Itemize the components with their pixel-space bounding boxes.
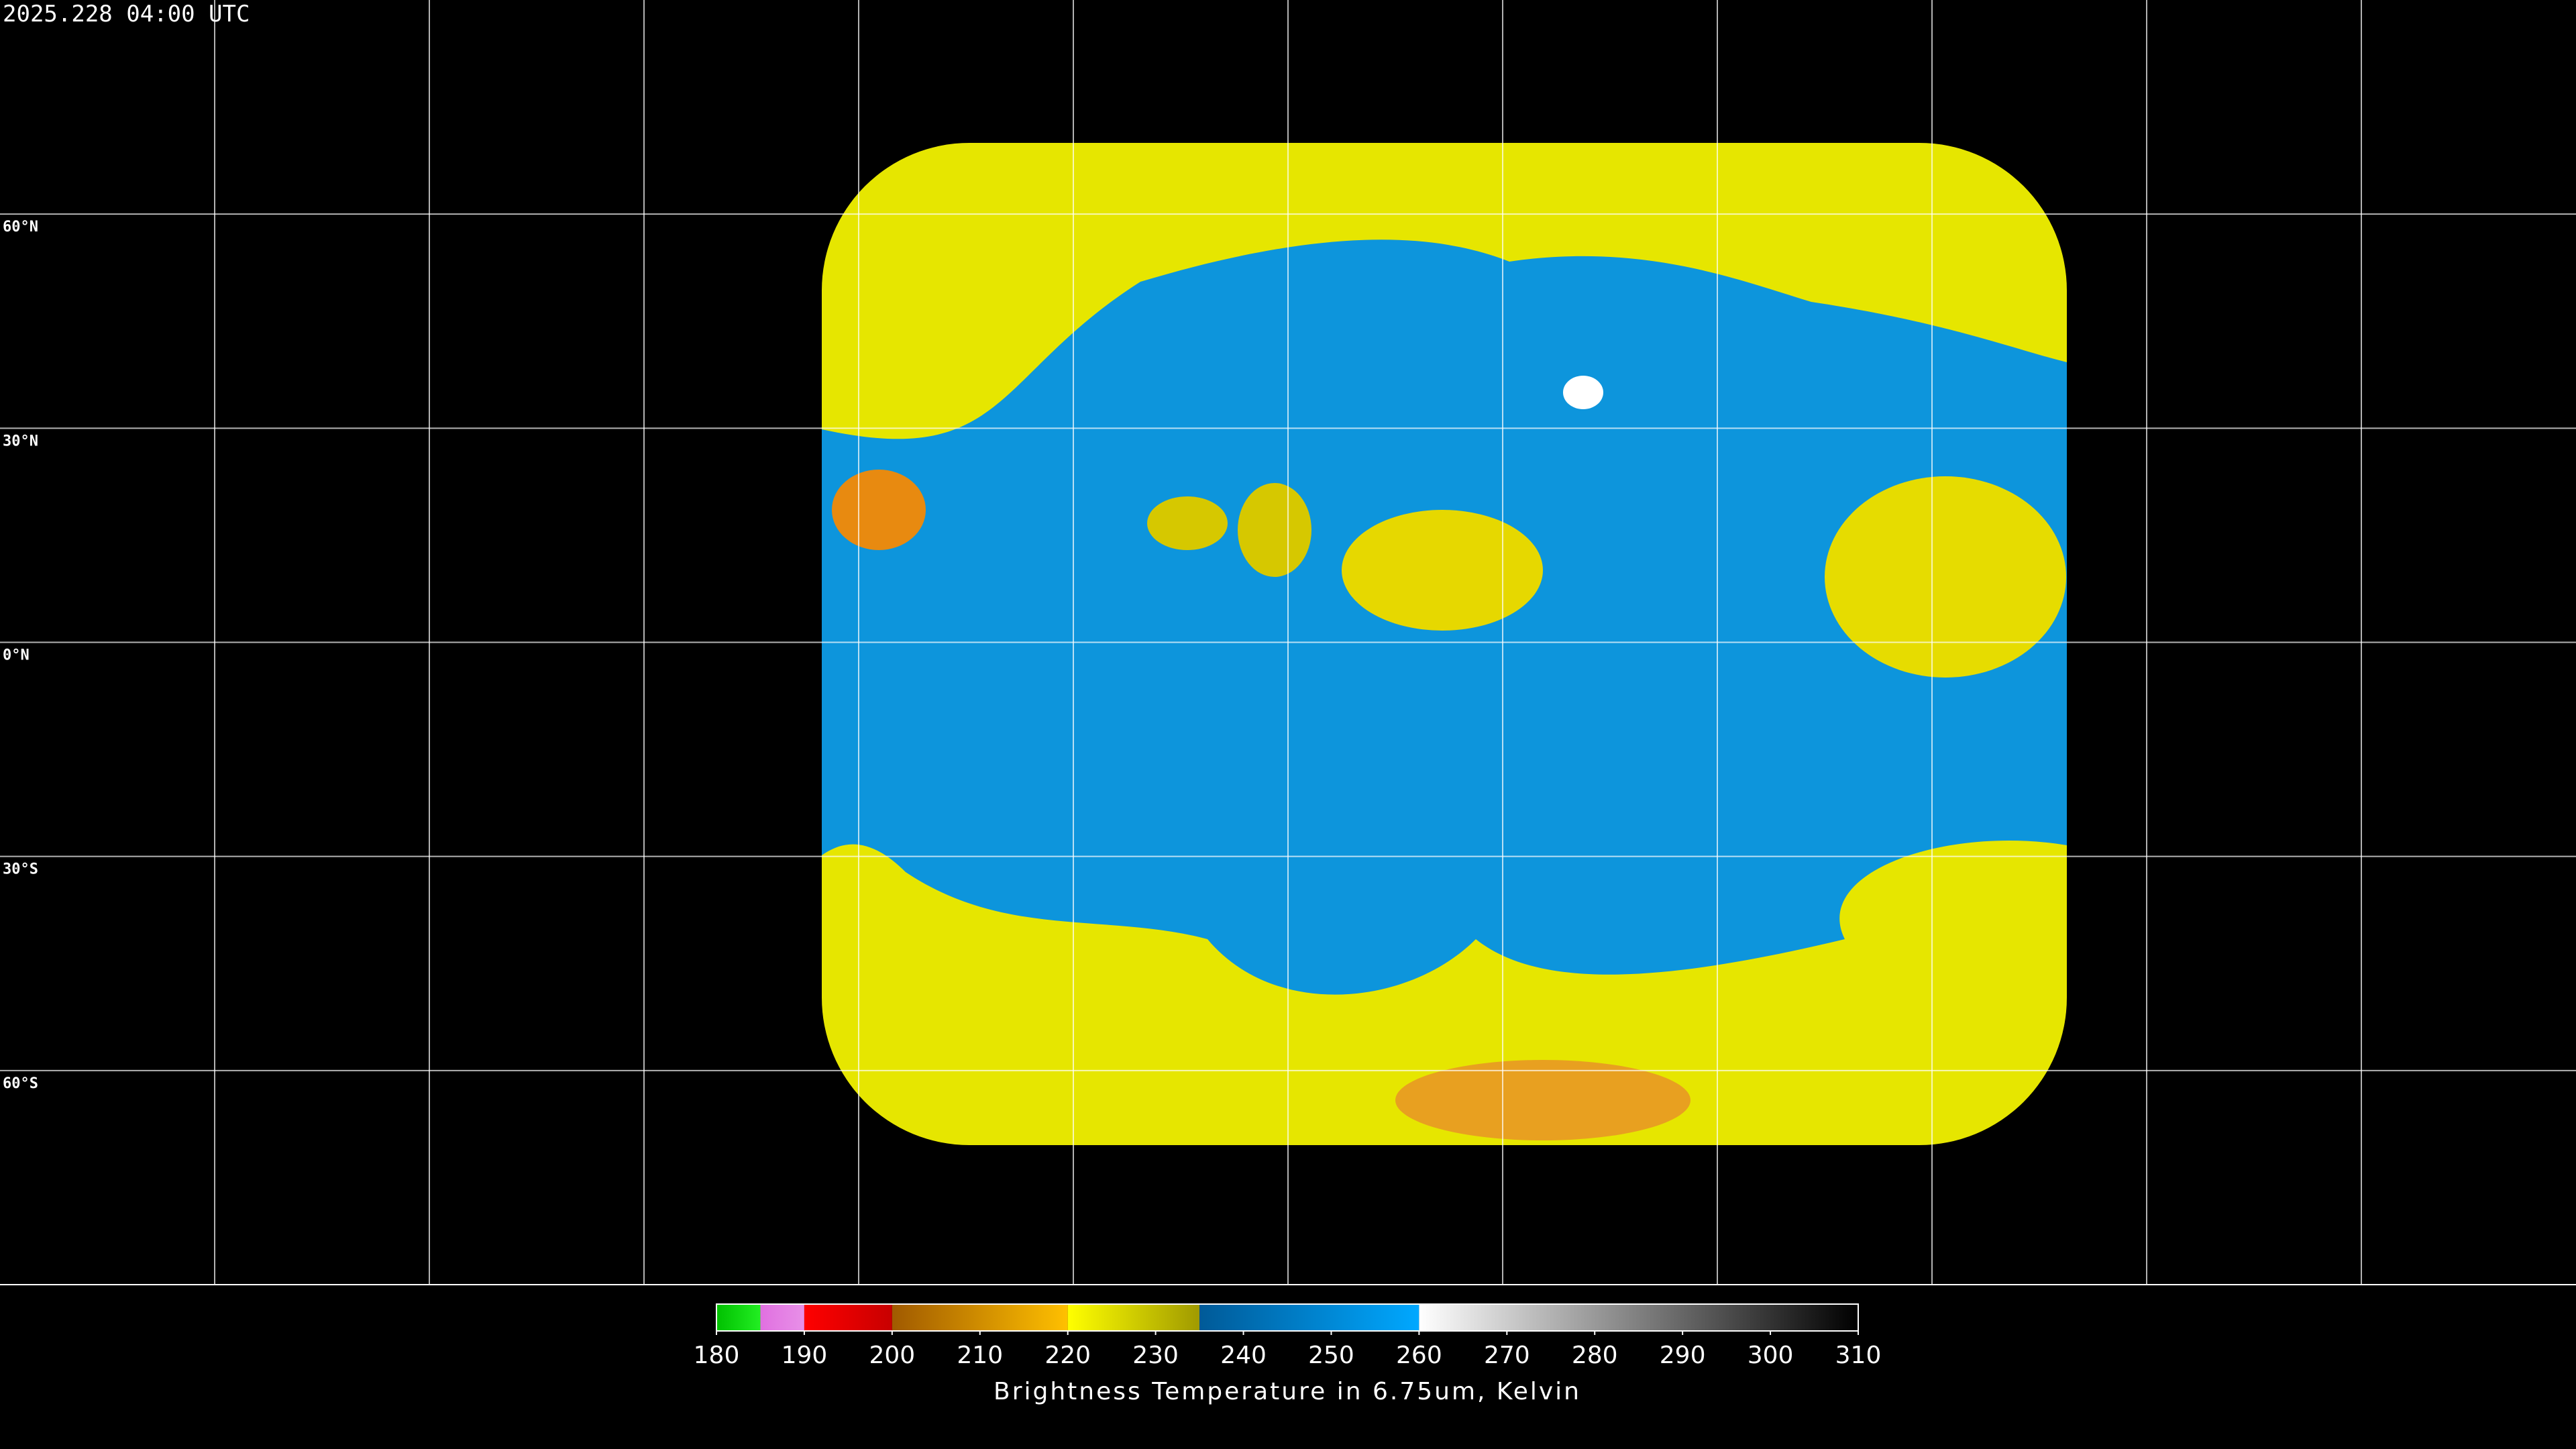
lat-label: 60°S bbox=[3, 1075, 38, 1092]
colorbar-segment bbox=[1067, 1304, 1200, 1331]
colorbar-tick-label: 220 bbox=[1044, 1342, 1091, 1369]
colorbar-tick-label: 190 bbox=[782, 1342, 828, 1369]
colorbar-segment bbox=[892, 1304, 1068, 1331]
colorbar-frame bbox=[716, 1303, 1859, 1332]
colorbar-segment bbox=[1199, 1304, 1419, 1331]
colorbar-tick-label: 280 bbox=[1572, 1342, 1618, 1369]
graticule: 60°N 30°N 0°N 30°S 60°S bbox=[0, 0, 2576, 1285]
colorbar-tick-label: 310 bbox=[1835, 1342, 1882, 1369]
cloud bbox=[1147, 496, 1228, 550]
cloud bbox=[1395, 1060, 1690, 1140]
timestamp: 2025.228 04:00 UTC bbox=[3, 1, 250, 28]
cloud bbox=[1342, 510, 1543, 631]
colorbar-segment bbox=[804, 1304, 892, 1331]
lat-label: 30°S bbox=[3, 861, 38, 878]
cloud bbox=[1825, 476, 2066, 678]
lat-label: 30°N bbox=[3, 433, 38, 449]
lat-label: 60°N bbox=[3, 219, 38, 235]
colorbar-label: Brightness Temperature in 6.75um, Kelvin bbox=[994, 1378, 1581, 1405]
cloud bbox=[1563, 376, 1603, 409]
colorbar-tick-label: 270 bbox=[1484, 1342, 1530, 1369]
colorbar-tick-label: 230 bbox=[1132, 1342, 1179, 1369]
colorbar-tick-label: 210 bbox=[957, 1342, 1003, 1369]
colorbar-tick-label: 290 bbox=[1660, 1342, 1706, 1369]
colorbar-segment bbox=[716, 1304, 761, 1331]
satellite-disk bbox=[822, 143, 2067, 1145]
colorbar-tick-label: 250 bbox=[1308, 1342, 1354, 1369]
colorbar-tick-label: 240 bbox=[1220, 1342, 1267, 1369]
colorbar-tick-label: 200 bbox=[869, 1342, 915, 1369]
lat-label: 0°N bbox=[3, 647, 30, 664]
cloud bbox=[832, 470, 926, 550]
colorbar-segment bbox=[760, 1304, 804, 1331]
colorbar-segment bbox=[1419, 1304, 1858, 1331]
cloud bbox=[1238, 483, 1311, 577]
colorbar-tick-label: 300 bbox=[1748, 1342, 1794, 1369]
colorbar-tick-label: 260 bbox=[1396, 1342, 1442, 1369]
colorbar-tick-label: 180 bbox=[694, 1342, 740, 1369]
